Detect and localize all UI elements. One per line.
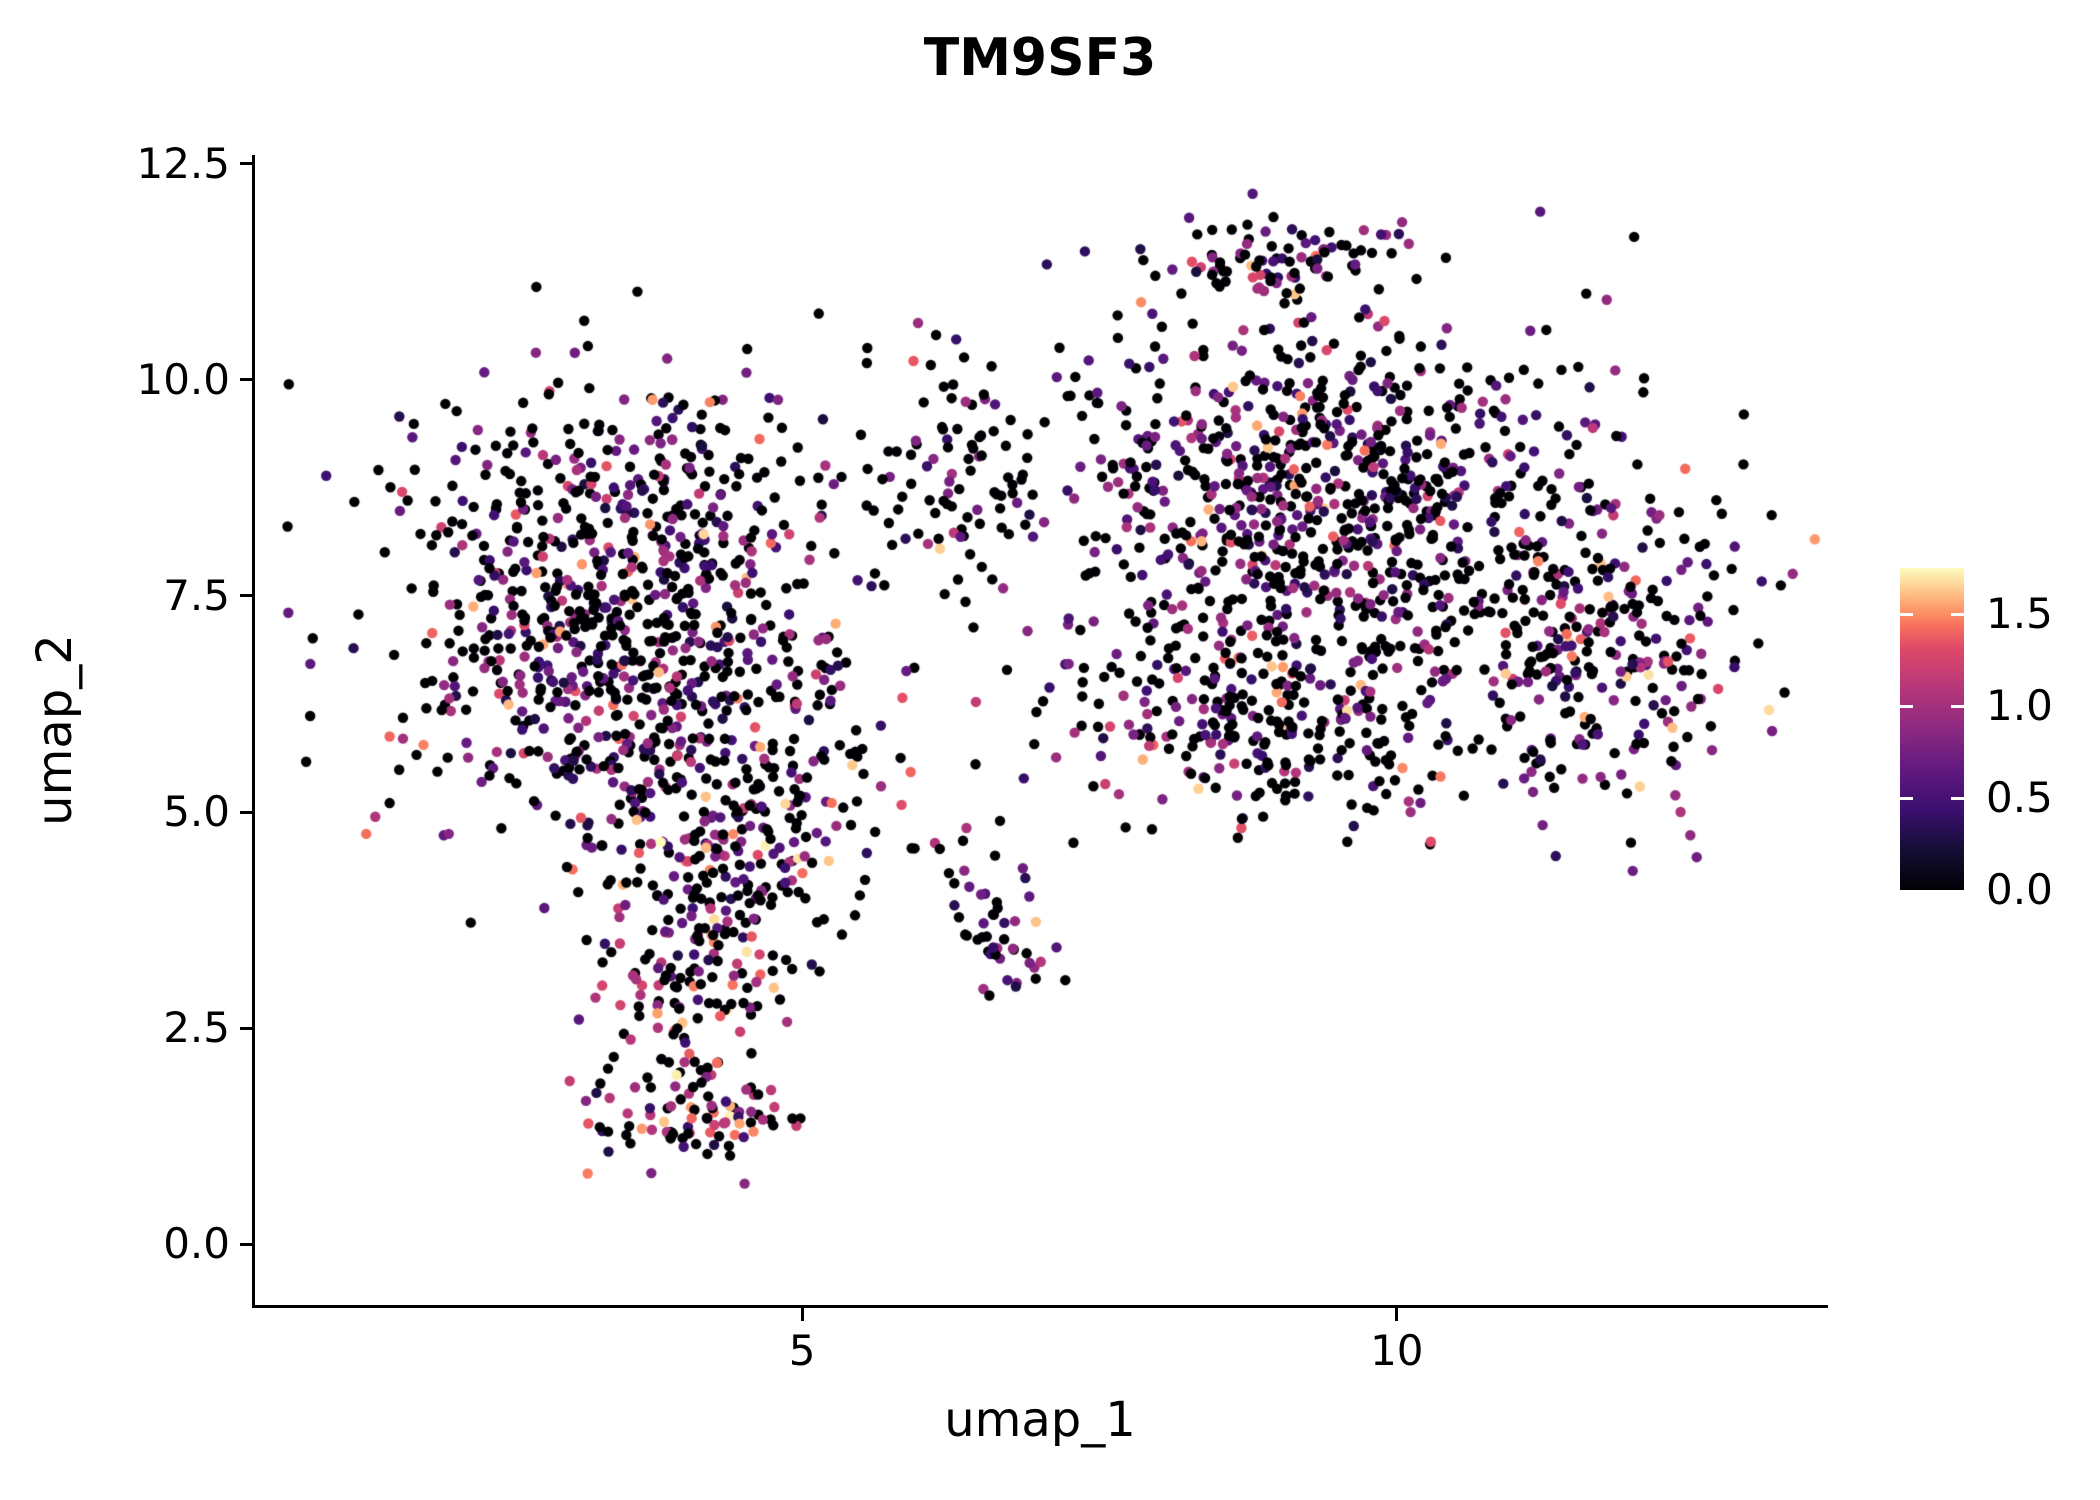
y-axis-label: umap_2 — [27, 634, 83, 826]
colorbar-tick-label: 0.5 — [1986, 773, 2053, 822]
y-axis-line — [252, 155, 255, 1308]
y-tick-mark — [240, 378, 253, 382]
x-axis-line — [252, 1305, 1828, 1308]
x-tick-mark — [800, 1308, 804, 1321]
y-tick-label: 12.5 — [136, 138, 230, 188]
colorbar-tick-label: 0.0 — [1986, 865, 2053, 914]
colorbar-tick-mark — [1900, 704, 1913, 708]
x-axis-label: umap_1 — [944, 1392, 1136, 1448]
y-tick-label: 2.5 — [163, 1003, 230, 1053]
x-tick-label: 5 — [788, 1326, 816, 1375]
colorbar-tick-mark — [1951, 704, 1964, 708]
y-tick-label: 0.0 — [163, 1219, 230, 1269]
colorbar-tick-mark — [1900, 612, 1913, 616]
x-tick-mark — [1395, 1308, 1399, 1321]
colorbar-tick-label: 1.5 — [1986, 589, 2053, 638]
y-tick-label: 7.5 — [163, 570, 230, 620]
y-tick-mark — [240, 1026, 253, 1030]
y-tick-label: 10.0 — [136, 354, 230, 404]
colorbar-tick-label: 1.0 — [1986, 681, 2053, 730]
y-tick-mark — [240, 810, 253, 814]
umap-scatter-canvas — [255, 155, 1825, 1305]
colorbar-tick-mark — [1951, 796, 1964, 800]
colorbar-tick-mark — [1951, 612, 1964, 616]
y-tick-label: 5.0 — [163, 787, 230, 837]
y-tick-mark — [240, 594, 253, 598]
colorbar-tick-mark — [1900, 796, 1913, 800]
colorbar-gradient — [1900, 568, 1964, 890]
plot-title: TM9SF3 — [923, 28, 1157, 88]
x-tick-label: 10 — [1370, 1326, 1424, 1375]
plot-area — [255, 155, 1825, 1305]
y-tick-mark — [240, 1242, 253, 1246]
y-tick-mark — [240, 162, 253, 166]
